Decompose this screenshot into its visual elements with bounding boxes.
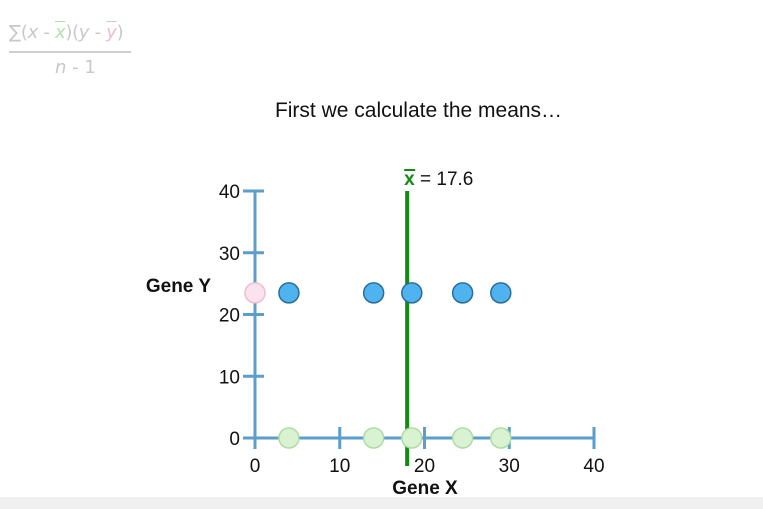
sum-symbol: ∑ bbox=[9, 22, 21, 43]
x-bar-symbol: x bbox=[404, 169, 415, 190]
x-projection-point bbox=[401, 427, 423, 449]
y-tick-label: 20 bbox=[219, 306, 240, 327]
mean-x-label: x = 17.6 bbox=[404, 169, 473, 190]
paren-close-open: )( bbox=[65, 22, 79, 43]
x-projection-point bbox=[451, 427, 474, 449]
data-point bbox=[490, 282, 512, 304]
minus-sign: - bbox=[37, 22, 55, 43]
x-tick-label: 40 bbox=[583, 456, 604, 477]
minus-one: - 1 bbox=[66, 57, 96, 78]
fraction-line bbox=[9, 51, 131, 53]
y-tick-label: 40 bbox=[219, 182, 240, 203]
paren-close: ) bbox=[116, 22, 124, 43]
axis-labels: 0 10 20 30 40 0 10 20 30 40 Gene X Gene Y bbox=[146, 182, 605, 499]
x-axis-title: Gene X bbox=[392, 478, 458, 499]
y-tick-label: 0 bbox=[229, 429, 240, 450]
mean-x-value: = 17.6 bbox=[415, 169, 474, 190]
y-tick-label: 30 bbox=[219, 244, 240, 265]
y-tick-label: 10 bbox=[219, 367, 240, 388]
paren-open: ( bbox=[20, 22, 28, 43]
n-variable: n bbox=[55, 57, 67, 78]
axes bbox=[243, 189, 596, 449]
x-projection-point bbox=[490, 427, 512, 449]
y-bar: y bbox=[106, 22, 117, 43]
formula-denominator: n - 1 bbox=[55, 57, 96, 78]
y-variable: y bbox=[78, 22, 90, 43]
y-projection-point bbox=[244, 282, 266, 304]
data-point bbox=[451, 282, 474, 304]
data-point bbox=[278, 282, 300, 304]
x-tick-label: 0 bbox=[250, 456, 261, 477]
data-points bbox=[278, 282, 512, 304]
x-tick-label: 30 bbox=[499, 456, 520, 477]
x-bar: x bbox=[54, 22, 66, 43]
x-tick-label: 10 bbox=[329, 456, 350, 477]
data-point bbox=[362, 282, 385, 304]
projections bbox=[244, 282, 512, 449]
x-projection-point bbox=[362, 427, 385, 449]
mean-line-group: x = 17.6 bbox=[404, 169, 473, 466]
bottom-strip bbox=[0, 497, 763, 509]
x-variable: x bbox=[27, 22, 39, 43]
x-tick-label: 20 bbox=[414, 456, 435, 477]
x-projection-point bbox=[278, 427, 300, 449]
y-axis-title: Gene Y bbox=[146, 276, 211, 297]
minus-sign-2: - bbox=[89, 22, 107, 43]
formula-numerator: ∑(x - x)(y - y) bbox=[9, 22, 124, 43]
slide-heading: First we calculate the means… bbox=[274, 99, 563, 122]
data-point bbox=[401, 282, 423, 304]
